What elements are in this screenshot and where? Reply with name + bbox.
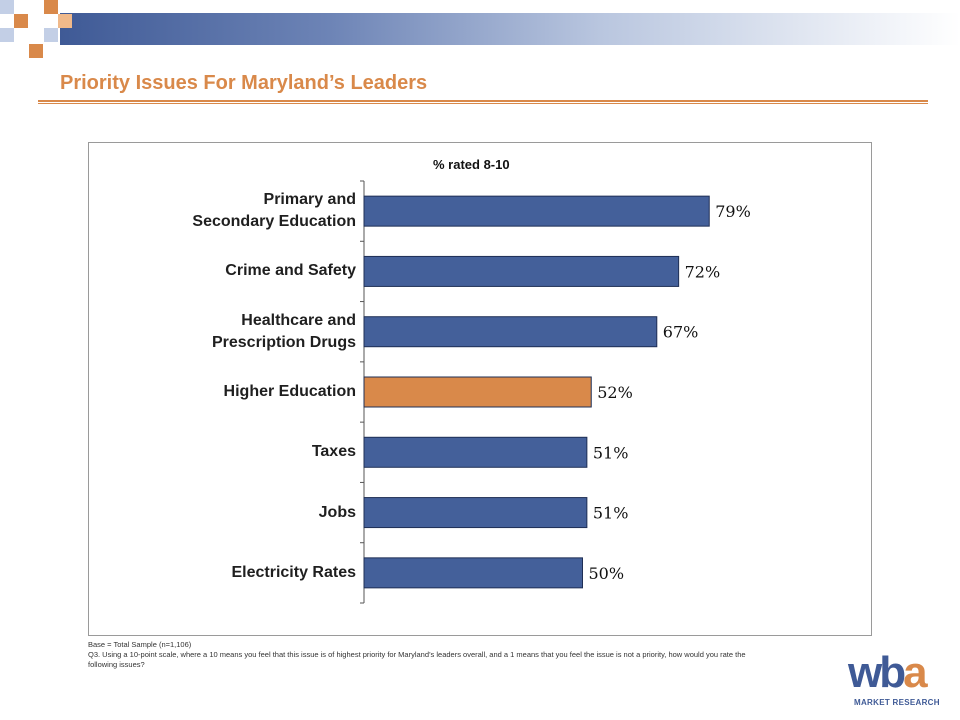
decor-square (44, 0, 58, 14)
data-label-0: 79% (715, 202, 751, 221)
bar-chart: 79% 72% 67% 52% 51% 51% 50% (360, 180, 751, 604)
decor-square (0, 28, 14, 42)
header-gradient-bar (60, 13, 960, 45)
decor-square (0, 0, 14, 14)
decor-square (14, 14, 28, 28)
category-label-1: Crime and Safety (126, 260, 356, 282)
footnote-base: Base = Total Sample (n=1,106) (88, 640, 192, 649)
bar-4 (363, 436, 588, 468)
bar-2 (363, 316, 658, 348)
category-label-line: Electricity Rates (231, 563, 356, 581)
decor-square (29, 29, 43, 43)
category-label-0: Primary and Secondary Education (126, 189, 356, 233)
bar-3 (363, 376, 592, 408)
decor-square (29, 44, 43, 58)
bar-5 (363, 497, 588, 529)
slide-title: Priority Issues For Maryland’s Leaders (60, 72, 428, 94)
category-label-5: Jobs (126, 502, 356, 524)
logo-tagline: MARKET RESEARCH (854, 698, 940, 707)
category-label-line: Healthcare and (241, 311, 356, 329)
wba-logo: wba MARKET RESEARCH (846, 648, 946, 710)
decor-square (44, 28, 58, 42)
category-label-line: Secondary Education (192, 213, 356, 231)
title-divider-thin (38, 103, 928, 104)
category-label-line: Jobs (318, 503, 356, 521)
category-label-line: Prescription Drugs (211, 333, 356, 351)
category-label-line: Crime and Safety (225, 262, 356, 280)
decor-square (58, 14, 72, 28)
category-label-line: Higher Education (223, 383, 356, 400)
data-label-6: 50% (589, 564, 625, 583)
data-label-4: 51% (593, 443, 629, 462)
title-divider (38, 100, 928, 102)
footnote-question: Q3. Using a 10-point scale, where a 10 m… (88, 650, 746, 669)
chart-panel: % rated 8-10 79% 72% 67% 52% 51% 51% 50% Prima… (88, 142, 872, 636)
category-label-line: Primary and (263, 191, 356, 209)
category-label-2: Healthcare and Prescription Drugs (126, 310, 356, 354)
category-label-6: Electricity Rates (126, 562, 356, 584)
category-label-4: Taxes (126, 441, 356, 463)
footnote: Base = Total Sample (n=1,106) Q3. Using … (88, 640, 768, 670)
bar-6 (363, 557, 583, 589)
logo-wordmark: wba (848, 648, 928, 697)
chart-subtitle: % rated 8-10 (433, 157, 510, 172)
bar-1 (363, 255, 680, 287)
data-label-2: 67% (663, 323, 699, 342)
data-label-1: 72% (685, 262, 721, 281)
data-label-5: 51% (593, 504, 629, 523)
data-label-3: 52% (597, 383, 633, 402)
category-label-line: Taxes (311, 443, 356, 461)
bar-0 (363, 195, 710, 227)
category-label-3: Higher Education (126, 381, 356, 403)
